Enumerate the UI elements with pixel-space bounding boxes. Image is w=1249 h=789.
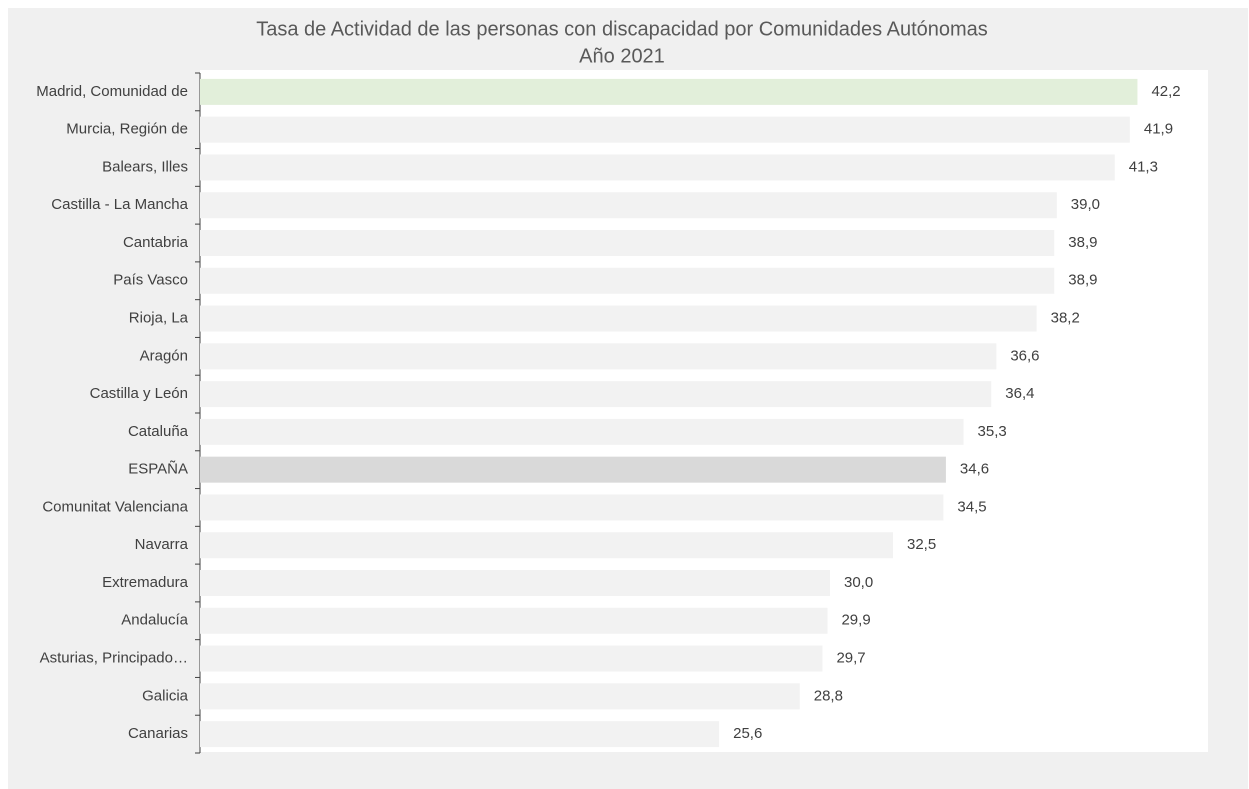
data-label: 29,7 (836, 650, 865, 667)
y-tick-label: Extremadura (102, 574, 189, 591)
y-tick-label: País Vasco (113, 272, 188, 289)
data-label: 41,3 (1129, 158, 1158, 175)
data-label: 39,0 (1071, 196, 1100, 213)
y-tick-label: Comunitat Valenciana (42, 498, 188, 515)
bar (200, 192, 1057, 219)
y-tick-label: Balears, Illes (102, 158, 188, 175)
y-tick-label: Asturias, Principado… (40, 650, 188, 667)
bar (200, 570, 830, 596)
bar (200, 267, 1055, 294)
y-tick-label: Cantabria (123, 234, 189, 251)
data-label: 34,5 (957, 498, 986, 515)
data-label: 36,6 (1010, 347, 1039, 364)
data-label: 36,4 (1005, 385, 1034, 402)
data-label: 42,2 (1151, 83, 1180, 100)
bar (200, 532, 893, 559)
y-tick-label: Cataluña (128, 423, 189, 440)
bar (200, 154, 1115, 181)
bar (200, 683, 800, 710)
data-label: 28,8 (814, 687, 843, 704)
plot-area (200, 70, 1208, 752)
bar (200, 721, 720, 748)
data-label: 34,6 (960, 461, 989, 478)
bar (200, 494, 944, 521)
chart-title: Tasa de Actividad de las personas con di… (256, 18, 988, 40)
data-label: 41,9 (1144, 121, 1173, 138)
bar (200, 456, 946, 483)
y-tick-label: Canarias (128, 725, 188, 742)
y-tick-label: Andalucía (121, 612, 188, 629)
data-label: 38,9 (1068, 272, 1097, 289)
y-tick-label: Castilla y León (90, 385, 188, 402)
bar (200, 305, 1037, 332)
y-tick-label: Castilla - La Mancha (51, 196, 188, 213)
data-label: 30,0 (844, 574, 873, 591)
bar (200, 381, 992, 408)
bar (200, 78, 1138, 105)
bar (200, 116, 1130, 143)
y-tick-label: Madrid, Comunidad de (36, 83, 188, 100)
y-tick-label: ESPAÑA (128, 461, 188, 478)
bar (200, 230, 1055, 256)
data-label: 25,6 (733, 725, 762, 742)
bar (200, 645, 823, 672)
data-label: 38,2 (1051, 310, 1080, 327)
data-label: 29,9 (841, 612, 870, 629)
bar (200, 418, 964, 445)
y-tick-label: Murcia, Región de (66, 121, 188, 138)
bar (200, 343, 997, 370)
bar (200, 607, 828, 634)
y-tick-label: Rioja, La (129, 310, 189, 327)
y-tick-label: Galicia (142, 687, 189, 704)
y-tick-label: Navarra (135, 536, 189, 553)
data-label: 32,5 (907, 536, 936, 553)
data-label: 38,9 (1068, 234, 1097, 251)
chart-subtitle: Año 2021 (579, 45, 665, 67)
data-label: 35,3 (978, 423, 1007, 440)
y-tick-label: Aragón (140, 347, 188, 364)
